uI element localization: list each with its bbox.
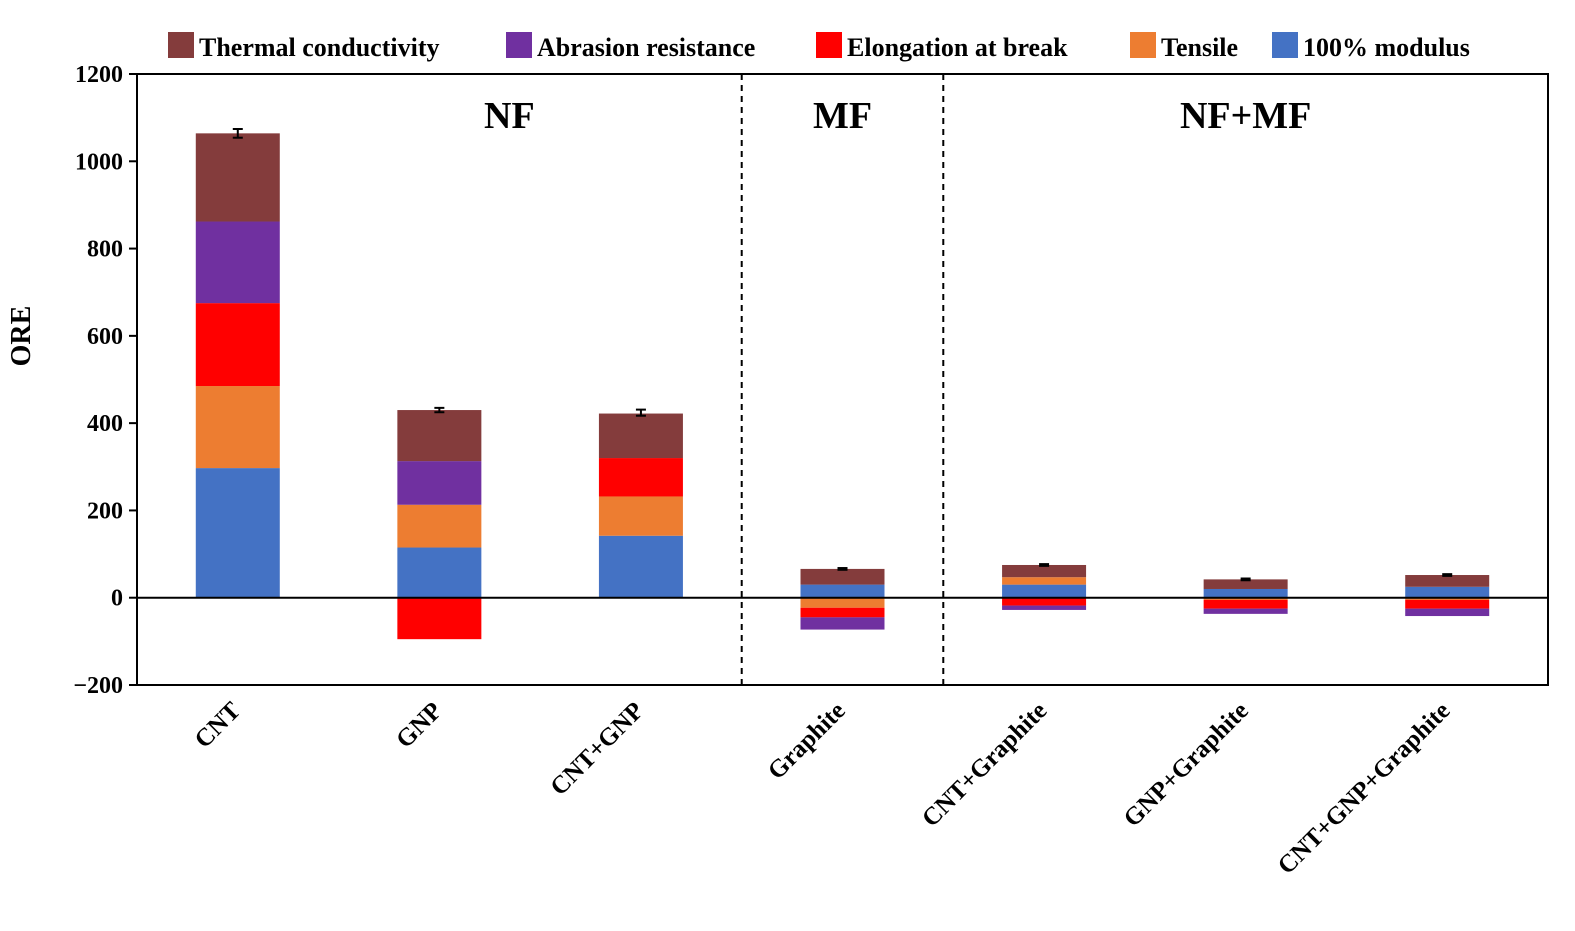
- y-tick-label: 800: [87, 237, 123, 263]
- bar-gnp-thermal-conductivity: [397, 410, 482, 462]
- bar-cnt-graphite-elongation-at-break: [1002, 597, 1087, 606]
- bar-cnt-tensile: [195, 386, 280, 469]
- bar-gnp-graphite-abrasion-resistance: [1203, 608, 1288, 614]
- x-tick-label-cnt-graphite: CNT+Graphite: [917, 697, 1052, 832]
- legend-swatch-tensile: [1130, 32, 1156, 58]
- regions: NF MF NF+MF: [484, 74, 1311, 685]
- bar-cnt-gnp-100-modulus: [598, 535, 683, 598]
- y-tick-label: 400: [87, 411, 123, 437]
- legend-swatch-100-modulus: [1272, 32, 1298, 58]
- bar-cnt-gnp-elongation-at-break: [598, 458, 683, 497]
- bar-gnp-graphite-thermal-conductivity: [1203, 579, 1288, 589]
- bar-graphite-100-modulus: [800, 584, 885, 598]
- bar-cnt-gnp-tensile: [598, 496, 683, 536]
- x-tick-label-gnp: GNP: [391, 697, 447, 753]
- legend-swatch-thermal-conductivity: [168, 32, 194, 58]
- y-tick-label: 1200: [75, 62, 123, 88]
- y-axis: −200 0 200 400 600 800 1000 1200: [73, 62, 137, 699]
- bars: [195, 133, 1490, 640]
- legend-label-tensile: Tensile: [1161, 33, 1238, 62]
- x-tick-label-gnp-graphite: GNP+Graphite: [1119, 697, 1254, 832]
- bar-gnp-tensile: [397, 504, 482, 548]
- bar-cnt-graphite-tensile: [1002, 577, 1087, 585]
- legend-swatch-abrasion-resistance: [506, 32, 532, 58]
- bar-cnt-graphite-100-modulus: [1002, 584, 1087, 598]
- bar-cnt-abrasion-resistance: [195, 221, 280, 304]
- bar-gnp-elongation-at-break: [397, 597, 482, 640]
- bar-graphite-abrasion-resistance: [800, 617, 885, 630]
- legend-label-abrasion-resistance: Abrasion resistance: [537, 33, 755, 62]
- bar-gnp-100-modulus: [397, 547, 482, 598]
- legend-label-thermal-conductivity: Thermal conductivity: [199, 33, 440, 62]
- bar-cnt-gnp-thermal-conductivity: [598, 413, 683, 459]
- bar-graphite-elongation-at-break: [800, 607, 885, 618]
- x-tick-label-cnt: CNT: [190, 697, 247, 754]
- bar-cnt-graphite-abrasion-resistance: [1002, 605, 1087, 610]
- bar-gnp-abrasion-resistance: [397, 461, 482, 505]
- bar-graphite-thermal-conductivity: [800, 568, 885, 585]
- bar-gnp-graphite-100-modulus: [1203, 588, 1288, 598]
- legend-swatch-elongation-at-break: [816, 32, 842, 58]
- y-axis-title: ORE: [6, 306, 37, 367]
- legend-label-elongation-at-break: Elongation at break: [847, 33, 1068, 62]
- y-tick-label: −200: [73, 673, 123, 699]
- bar-cnt-graphite-thermal-conductivity: [1002, 564, 1087, 578]
- bar-gnp-graphite-tensile: [1203, 597, 1288, 600]
- y-tick-label: 0: [111, 586, 123, 612]
- x-tick-label-cnt-gnp-graphite: CNT+GNP+Graphite: [1273, 697, 1456, 880]
- error-bars: [232, 127, 1453, 582]
- bar-cnt-gnp-graphite-elongation-at-break: [1405, 599, 1490, 609]
- y-tick-label: 200: [87, 498, 123, 524]
- plot-frame: [136, 73, 1549, 686]
- region-label-mf: MF: [813, 95, 872, 137]
- bar-cnt-gnp-graphite-100-modulus: [1405, 586, 1490, 598]
- plot-border: [136, 73, 1549, 686]
- bar-cnt-elongation-at-break: [195, 303, 280, 387]
- x-tick-label-cnt-gnp: CNT+GNP: [545, 697, 649, 801]
- region-label-nf: NF: [484, 95, 535, 137]
- bar-graphite-tensile: [800, 597, 885, 608]
- bar-cnt-gnp-graphite-thermal-conductivity: [1405, 575, 1490, 587]
- bar-cnt-gnp-graphite-abrasion-resistance: [1405, 608, 1490, 617]
- bar-cnt-gnp-graphite-tensile: [1405, 597, 1490, 600]
- x-axis: CNT GNP CNT+GNP Graphite CNT+Graphite GNP+Gra…: [190, 697, 1456, 880]
- bar-gnp-graphite-elongation-at-break: [1203, 599, 1288, 609]
- region-label-nf-mf: NF+MF: [1180, 95, 1311, 137]
- bar-cnt-100-modulus: [195, 468, 280, 598]
- x-tick-label-graphite: Graphite: [763, 697, 851, 785]
- legend: Thermal conductivity Abrasion resistance E…: [168, 32, 1470, 62]
- bar-cnt-thermal-conductivity: [195, 133, 280, 222]
- legend-label-100-modulus: 100% modulus: [1303, 33, 1470, 62]
- y-tick-label: 600: [87, 324, 123, 350]
- y-tick-label: 1000: [75, 149, 123, 175]
